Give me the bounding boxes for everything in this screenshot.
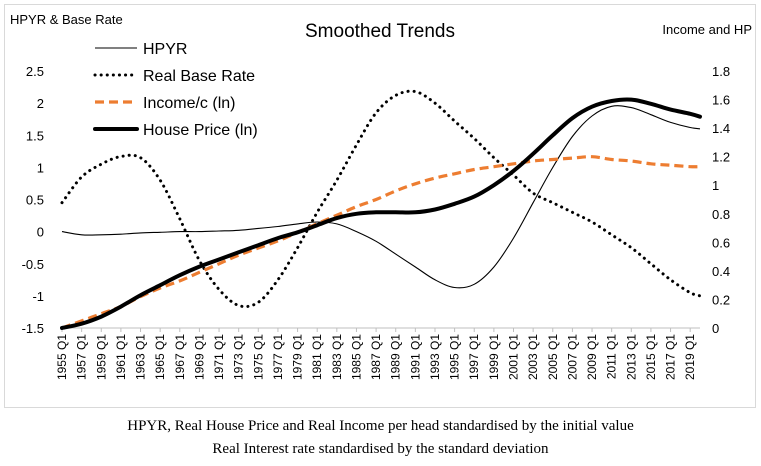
- right-y-tick-label: 0.4: [712, 264, 730, 279]
- x-tick-label: 1991 Q1: [408, 334, 422, 380]
- x-tick-label: 1987 Q1: [369, 334, 383, 380]
- x-tick-label: 1969 Q1: [192, 334, 206, 380]
- right-y-tick-label: 0: [712, 321, 719, 336]
- x-tick-label: 2017 Q1: [664, 334, 678, 380]
- left-y-tick-label: 2: [37, 96, 44, 111]
- right-y-tick-label: 0.8: [712, 207, 730, 222]
- right-y-tick-label: 1.6: [712, 93, 730, 108]
- x-tick-label: 1995 Q1: [448, 334, 462, 380]
- left-y-tick-label: -1: [32, 289, 44, 304]
- x-tick-label: 1981 Q1: [310, 334, 324, 380]
- left-y-tick-label: 0.5: [26, 193, 44, 208]
- legend-label: House Price (ln): [143, 122, 258, 139]
- legend-label: Income/c (ln): [143, 95, 235, 112]
- left-y-tick-label: 1: [37, 160, 44, 175]
- axes-layer: -1.5 -1 -0.5 0 0.5 1 1.5 2 2.5 0 0.2 0.4 0.6 0.8 1 1.2 1…: [22, 64, 730, 380]
- series-layer: [60, 89, 702, 330]
- left-y-tick-label: 0: [37, 225, 44, 240]
- right-axis-label: Income and HP: [662, 22, 752, 37]
- x-tick-label: 1959 Q1: [94, 334, 108, 380]
- x-tick-label: 1979 Q1: [291, 334, 305, 380]
- caption-note-1: HPYR, Real House Price and Real Income p…: [127, 418, 634, 434]
- chart-title: Smoothed Trends: [305, 21, 455, 42]
- x-tick-label: 1955 Q1: [55, 334, 69, 380]
- left-y-tick-label: 2.5: [26, 64, 44, 79]
- x-tick-label: 2001 Q1: [507, 334, 521, 380]
- right-y-tick-label: 1.8: [712, 64, 730, 79]
- series-line-real-base-rate: [60, 89, 702, 309]
- series-line-hpyr: [61, 105, 701, 289]
- left-y-tick-label: -0.5: [22, 257, 44, 272]
- x-tick-label: 1961 Q1: [114, 334, 128, 380]
- caption-note-2: Real Interest rate standardised by the s…: [212, 441, 549, 457]
- x-tick-label: 1989 Q1: [389, 334, 403, 380]
- legend-label: Real Base Rate: [143, 68, 255, 85]
- x-tick-label: 1999 Q1: [487, 334, 501, 380]
- right-y-tick-label: 0.6: [712, 235, 730, 250]
- x-tick-label: 1967 Q1: [173, 334, 187, 380]
- right-y-tick-label: 1.4: [712, 121, 730, 136]
- x-tick-label: 1965 Q1: [153, 334, 167, 380]
- x-tick-label: 1971 Q1: [212, 334, 226, 380]
- series-line-house-price-ln: [60, 97, 702, 330]
- x-tick-label: 1977 Q1: [271, 334, 285, 380]
- x-tick-label: 1993 Q1: [428, 334, 442, 380]
- left-axis-label: HPYR & Base Rate: [10, 12, 123, 27]
- right-y-tick-label: 0.2: [712, 292, 730, 307]
- x-tick-label: 1975 Q1: [251, 334, 265, 380]
- x-tick-label: 1985 Q1: [349, 334, 363, 380]
- x-tick-label: 2003 Q1: [526, 334, 540, 380]
- legend-label: HPYR: [143, 41, 187, 58]
- chart-frame: [4, 4, 756, 408]
- left-y-tick-label: -1.5: [22, 321, 44, 336]
- right-y-tick-label: 1: [712, 178, 719, 193]
- x-tick-label: 2007 Q1: [565, 334, 579, 380]
- legend: HPYR Real Base Rate Income/c (ln) House Pri…: [93, 41, 258, 139]
- x-tick-label: 2011 Q1: [605, 334, 619, 379]
- x-tick-label: 1963 Q1: [134, 334, 148, 380]
- x-tick-label: 2015 Q1: [644, 334, 658, 380]
- x-tick-label: 2013 Q1: [624, 334, 638, 380]
- right-y-tick-label: 1.2: [712, 150, 730, 165]
- x-tick-label: 1957 Q1: [75, 334, 89, 380]
- x-tick-label: 2019 Q1: [683, 334, 697, 380]
- x-tick-label: 2005 Q1: [546, 334, 560, 380]
- left-y-tick-label: 1.5: [26, 128, 44, 143]
- x-tick-label: 1983 Q1: [330, 334, 344, 380]
- series-line-income-c-ln: [61, 155, 701, 330]
- x-tick-label: 1997 Q1: [467, 334, 481, 380]
- x-tick-label: 2009 Q1: [585, 334, 599, 380]
- x-tick-label: 1973 Q1: [232, 334, 246, 380]
- chart-svg: Smoothed Trends HPYR & Base Rate Income …: [10, 12, 752, 380]
